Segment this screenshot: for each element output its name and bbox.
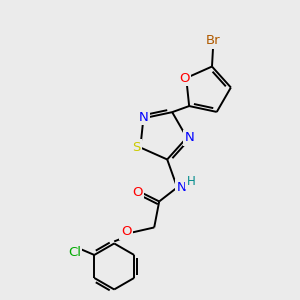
Text: S: S: [132, 141, 140, 154]
Text: Br: Br: [206, 34, 220, 47]
Text: O: O: [179, 71, 190, 85]
Text: Cl: Cl: [68, 247, 81, 260]
Text: N: N: [176, 181, 186, 194]
Text: O: O: [121, 225, 131, 238]
Text: O: O: [132, 186, 142, 199]
Text: N: N: [139, 111, 148, 124]
Text: N: N: [185, 131, 195, 144]
Text: H: H: [187, 175, 196, 188]
